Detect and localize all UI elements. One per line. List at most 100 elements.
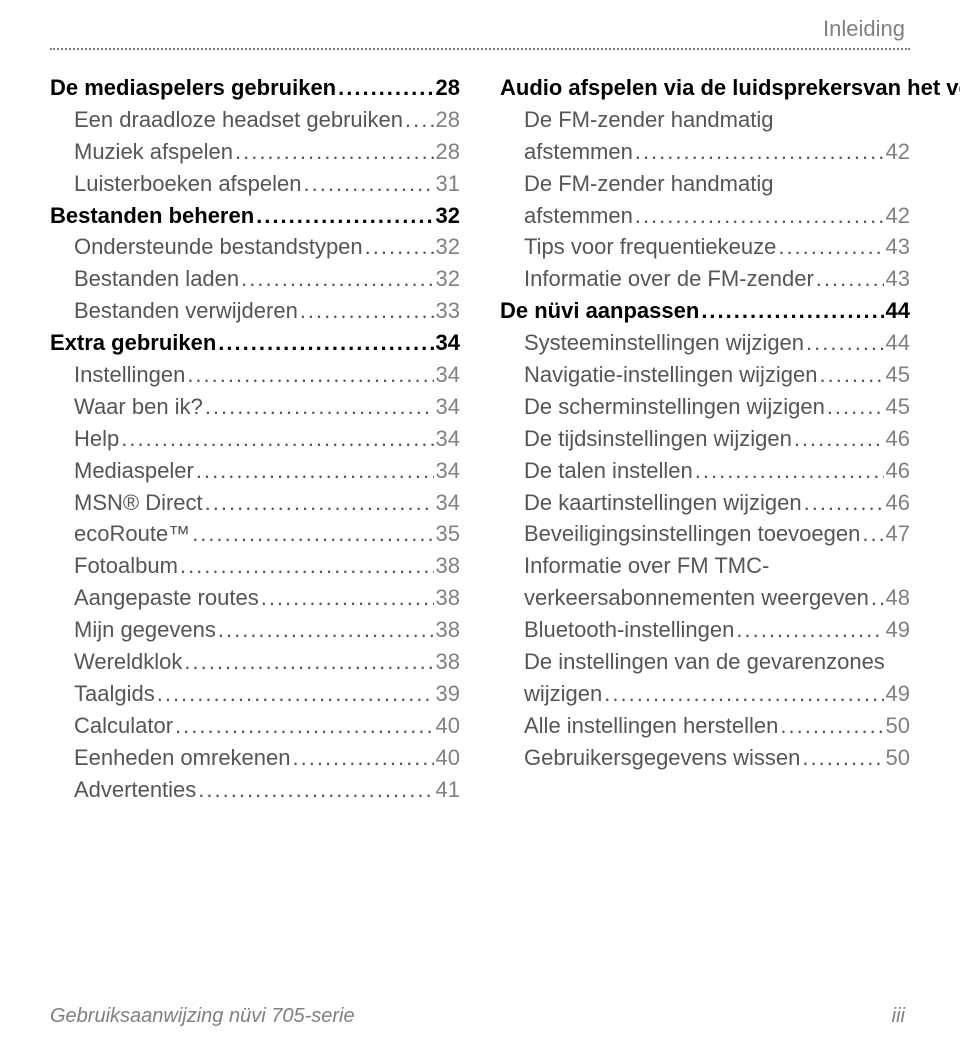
toc-page: 42 [886, 136, 910, 168]
toc-leader-dots [218, 614, 434, 646]
toc-item: Een draadloze headset gebruiken28 [50, 104, 460, 136]
toc-item: De FM-zender handmatigafstemmen42 [500, 168, 910, 232]
toc-section: De nüvi aanpassen44 [500, 295, 910, 327]
toc-item: De talen instellen46 [500, 455, 910, 487]
toc-item: Systeeminstellingen wijzigen44 [500, 327, 910, 359]
toc-title: Advertenties [74, 774, 196, 806]
toc-page: 50 [886, 742, 910, 774]
toc-item: Mijn gegevens 38 [50, 614, 460, 646]
toc-title: Gebruikersgegevens wissen [524, 742, 800, 774]
toc-title: Mediaspeler [74, 455, 194, 487]
toc-leader-dots [695, 455, 884, 487]
toc-leader-dots [701, 295, 883, 327]
toc-title-line1: De FM-zender handmatig [524, 168, 910, 200]
toc-page: 40 [436, 742, 460, 774]
toc-title: Ondersteunde bestandstypen [74, 231, 363, 263]
toc-page: 38 [436, 646, 460, 678]
toc-page: 28 [436, 104, 460, 136]
toc-title-line1: De FM-zender handmatig [524, 104, 910, 136]
toc-title: Systeeminstellingen wijzigen [524, 327, 804, 359]
toc-leader-dots [175, 710, 433, 742]
toc-leader-dots [802, 742, 883, 774]
toc-page: 41 [436, 774, 460, 806]
toc-section: Bestanden beheren32 [50, 200, 460, 232]
toc-title: Bluetooth-instellingen [524, 614, 734, 646]
toc-page: 33 [436, 295, 460, 327]
toc-page: 49 [886, 614, 910, 646]
toc-page: 49 [886, 678, 910, 710]
toc-leader-dots [256, 200, 433, 232]
toc-item: De FM-zender handmatigafstemmen42 [500, 104, 910, 168]
toc-page: 48 [886, 582, 910, 614]
toc-leader-dots [338, 72, 433, 104]
toc-title: De scherminstellingen wijzigen [524, 391, 825, 423]
divider [50, 48, 910, 50]
toc-leader-dots [187, 359, 433, 391]
toc-page: 28 [436, 72, 460, 104]
toc-page: 31 [436, 168, 460, 200]
toc-page: 28 [436, 136, 460, 168]
toc-leader-dots [261, 582, 434, 614]
toc-item: Luisterboeken afspelen 31 [50, 168, 460, 200]
toc-title: De tijdsinstellingen wijzigen [524, 423, 792, 455]
toc-item: Instellingen34 [50, 359, 460, 391]
toc-page: 46 [886, 487, 910, 519]
toc-title: De mediaspelers gebruiken [50, 72, 336, 104]
toc-item: Eenheden omrekenen40 [50, 742, 460, 774]
toc-page: 34 [436, 391, 460, 423]
footer-page-number: iii [892, 1005, 905, 1028]
toc-title: Alle instellingen herstellen [524, 710, 778, 742]
toc-title: Beveiligingsinstellingen toevoegen [524, 518, 860, 550]
toc-page: 32 [436, 200, 460, 232]
toc-title: Bestanden laden [74, 263, 239, 295]
toc-title: Luisterboeken afspelen [74, 168, 302, 200]
toc-section: Audio afspelen via de luidsprekersvan he… [500, 72, 910, 104]
toc-leader-dots [405, 104, 433, 136]
toc-title: Navigatie-instellingen wijzigen [524, 359, 818, 391]
toc-title: MSN® Direct [74, 487, 203, 519]
toc-page: 43 [886, 231, 910, 263]
toc-leader-dots [192, 518, 433, 550]
toc-page: 34 [436, 423, 460, 455]
toc-page: 39 [436, 678, 460, 710]
toc-item: De tijdsinstellingen wijzigen 46 [500, 423, 910, 455]
toc-item: Waar ben ik?34 [50, 391, 460, 423]
toc-leader-dots [241, 263, 433, 295]
toc-page: 34 [436, 359, 460, 391]
toc-item: Bestanden laden32 [50, 263, 460, 295]
toc-item: Tips voor frequentiekeuze43 [500, 231, 910, 263]
toc-item: Aangepaste routes38 [50, 582, 460, 614]
toc-title: Aangepaste routes [74, 582, 259, 614]
toc-leader-dots [293, 742, 434, 774]
toc-leader-dots [635, 136, 884, 168]
toc-item: Gebruikersgegevens wissen 50 [500, 742, 910, 774]
toc-leader-dots [198, 774, 433, 806]
toc-page: 34 [436, 487, 460, 519]
toc-leader-dots [604, 678, 883, 710]
toc-leader-dots [794, 423, 884, 455]
toc-title: Bestanden verwijderen [74, 295, 298, 327]
toc-title: Mijn gegevens [74, 614, 216, 646]
toc-title-line1: Audio afspelen via de luidsprekers [500, 72, 863, 104]
toc-leader-dots [304, 168, 434, 200]
toc-item: De scherminstellingen wijzigen45 [500, 391, 910, 423]
toc-page: 47 [886, 518, 910, 550]
toc-page: 38 [436, 614, 460, 646]
toc-title: Taalgids [74, 678, 155, 710]
page-header: Inleiding [823, 16, 905, 42]
toc-leader-dots [184, 646, 433, 678]
toc-leader-dots [820, 359, 884, 391]
toc-item: Calculator40 [50, 710, 460, 742]
toc-leader-dots [778, 231, 883, 263]
toc-page: 42 [886, 200, 910, 232]
toc-page: 46 [886, 423, 910, 455]
toc-title: Muziek afspelen [74, 136, 233, 168]
toc-title: De kaartinstellingen wijzigen [524, 487, 802, 519]
toc-title-line1: De instellingen van de gevarenzones [524, 646, 910, 678]
toc-title: Informatie over de FM-zender [524, 263, 814, 295]
toc-item: Advertenties 41 [50, 774, 460, 806]
toc-page: 32 [436, 231, 460, 263]
toc-page: 50 [886, 710, 910, 742]
toc-title-line1: Informatie over FM TMC- [524, 550, 910, 582]
toc-item: De kaartinstellingen wijzigen 46 [500, 487, 910, 519]
